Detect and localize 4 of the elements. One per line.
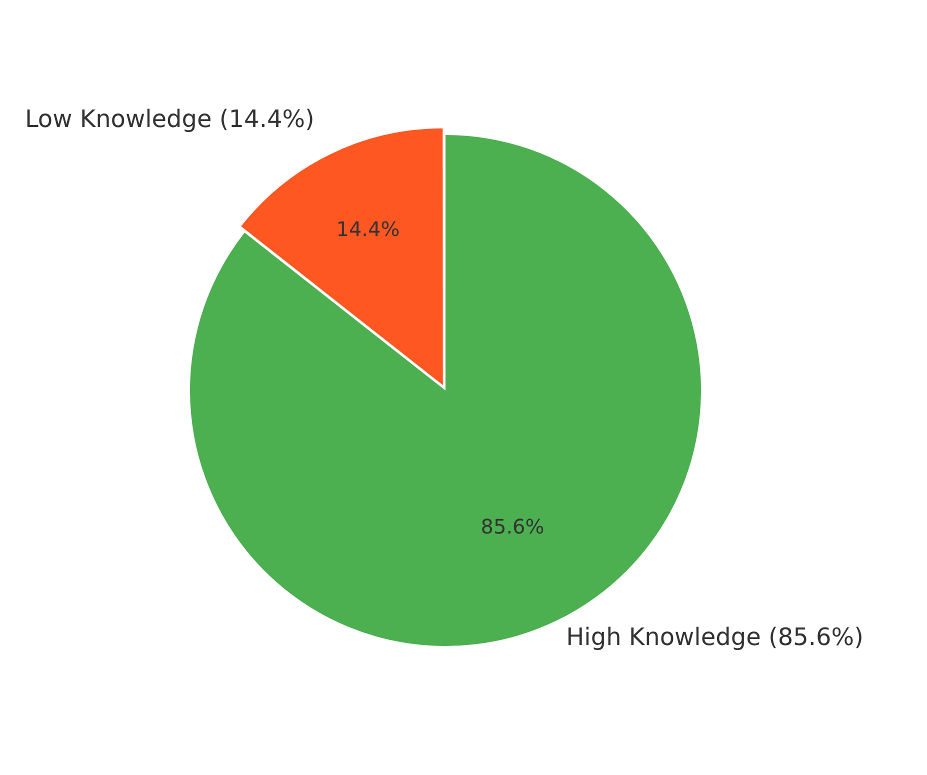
slice-label: Low Knowledge (14.4%) (24, 104, 314, 133)
data-label: 14.4% (336, 217, 400, 242)
data-label: 85.6% (480, 514, 544, 539)
slice-label: High Knowledge (85.6%) (566, 622, 864, 651)
